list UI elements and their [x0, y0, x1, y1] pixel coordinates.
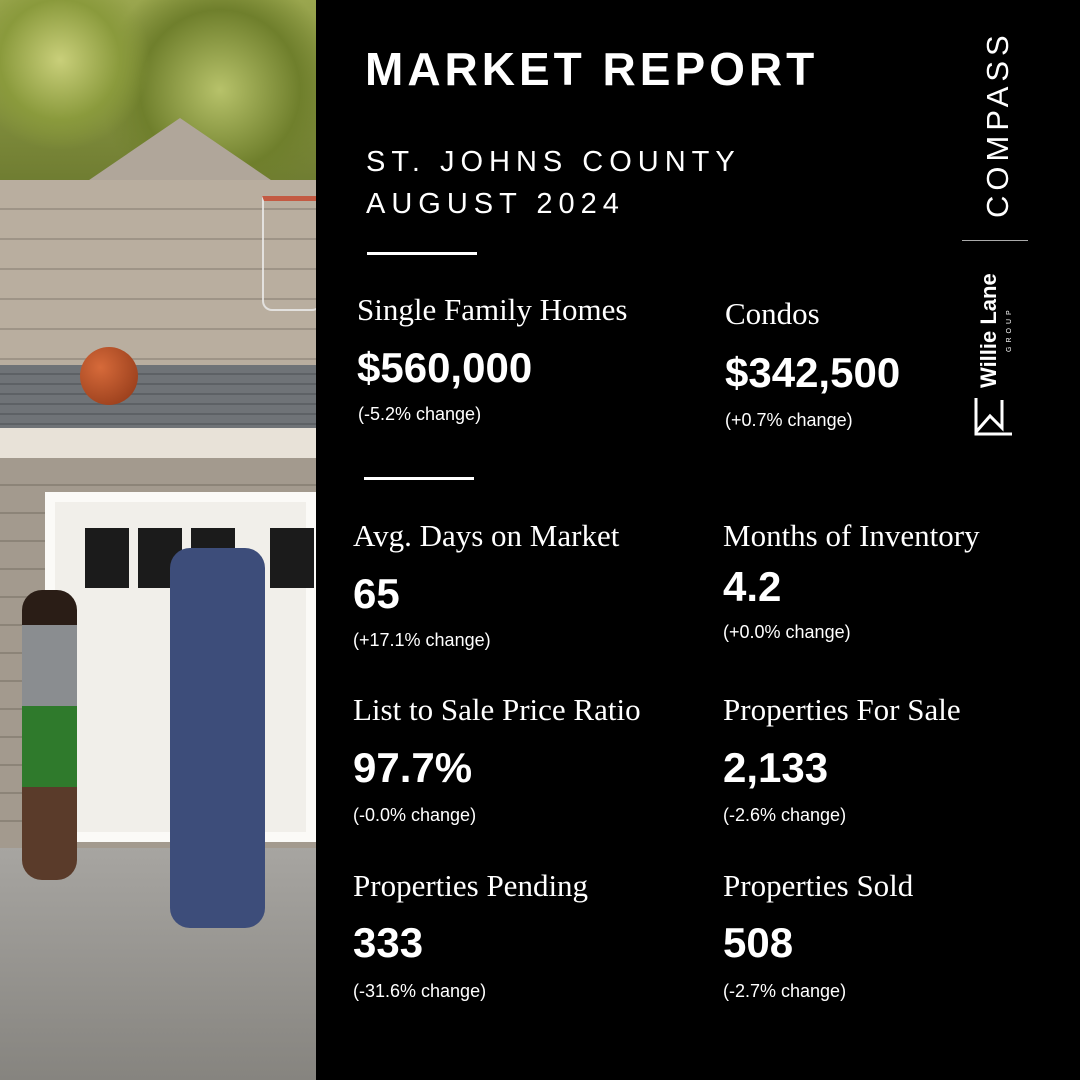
condo-change: (+0.7% change) — [725, 410, 853, 430]
logo-divider — [962, 240, 1028, 241]
roof — [0, 365, 316, 430]
garage-window — [270, 528, 314, 588]
hero-photo — [0, 0, 316, 1080]
stat-label: List to Sale Price Ratio — [353, 692, 641, 727]
basketball-hoop — [262, 196, 316, 311]
woman-figure — [170, 548, 265, 928]
stat-label: Properties Sold — [723, 868, 914, 903]
stat-change: (+0.0% change) — [723, 622, 851, 642]
sfh-value: $560,000 — [357, 344, 533, 391]
stat-change: (+17.1% change) — [353, 630, 491, 650]
roof-trim — [0, 428, 316, 458]
stat-change: (-0.0% change) — [353, 805, 477, 825]
stat-change: (-2.7% change) — [723, 981, 847, 1001]
stat-value: 333 — [353, 919, 424, 966]
condo-label: Condos — [725, 296, 820, 331]
stat-value: 2,133 — [723, 744, 829, 791]
willie-lane-group-text: GROUP — [1006, 306, 1013, 352]
stat-label: Properties Pending — [353, 868, 589, 903]
divider — [364, 477, 474, 480]
stat-change: (-2.6% change) — [723, 805, 847, 825]
report-title: MARKET REPORT — [365, 43, 819, 95]
sfh-change: (-5.2% change) — [358, 404, 482, 424]
stat-value: 65 — [353, 570, 400, 617]
report-panel — [316, 0, 1080, 1080]
stat-label: Properties For Sale — [723, 692, 961, 727]
condo-value: $342,500 — [725, 349, 901, 396]
stat-value: 4.2 — [723, 563, 782, 610]
stat-label: Months of Inventory — [723, 518, 980, 553]
stat-value: 97.7% — [353, 744, 473, 791]
child-figure — [22, 590, 77, 880]
sfh-label: Single Family Homes — [357, 292, 628, 327]
driveway — [0, 848, 316, 1080]
willie-lane-logo: Willie Lane — [976, 273, 1001, 388]
compass-logo: COMPASS — [980, 30, 1015, 218]
stat-change: (-31.6% change) — [353, 981, 487, 1001]
stat-value: 508 — [723, 919, 794, 966]
garage-window — [85, 528, 129, 588]
county-name: ST. JOHNS COUNTY — [366, 146, 741, 178]
divider — [367, 252, 477, 255]
willie-lane-monogram-icon — [974, 398, 1012, 436]
basketball — [80, 347, 138, 405]
report-period: AUGUST 2024 — [366, 188, 625, 220]
stat-label: Avg. Days on Market — [353, 518, 620, 553]
